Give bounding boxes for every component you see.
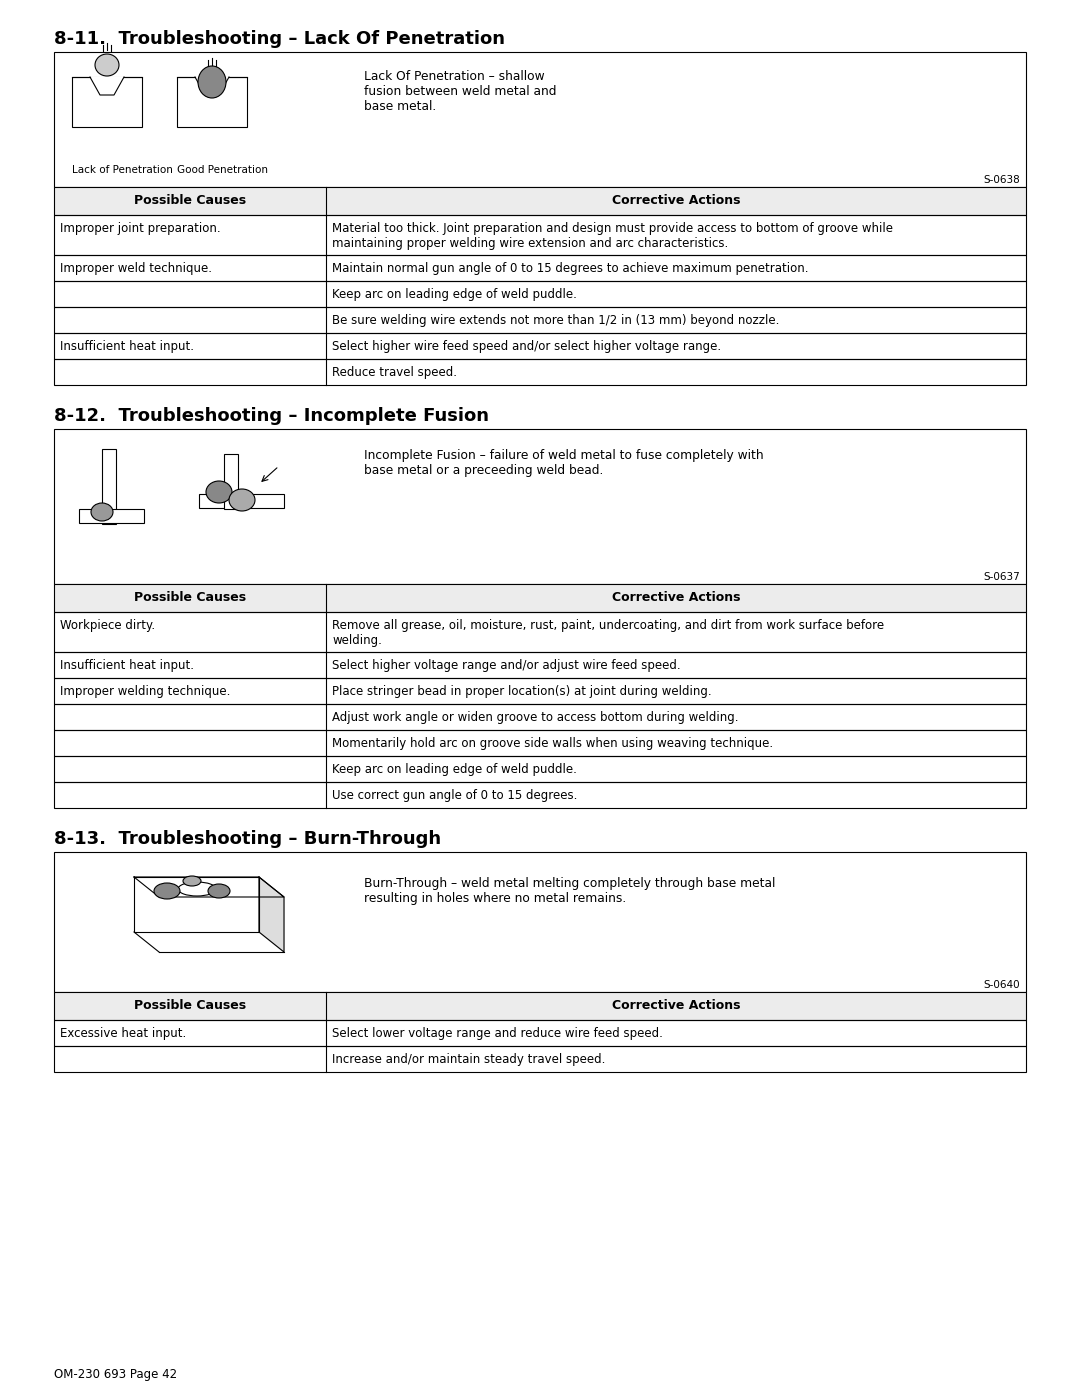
Text: Good Penetration: Good Penetration (177, 165, 268, 175)
Polygon shape (134, 877, 259, 932)
Polygon shape (90, 77, 124, 95)
Text: Keep arc on leading edge of weld puddle.: Keep arc on leading edge of weld puddle. (333, 288, 577, 300)
Ellipse shape (178, 882, 216, 895)
Text: Possible Causes: Possible Causes (134, 999, 246, 1011)
Text: Lack Of Penetration – shallow
fusion between weld metal and
base metal.: Lack Of Penetration – shallow fusion bet… (364, 70, 556, 113)
Bar (79, 509, 144, 522)
Text: Insufficient heat input.: Insufficient heat input. (60, 339, 194, 353)
Bar (54, 1046, 1026, 1071)
Text: Excessive heat input.: Excessive heat input. (60, 1027, 186, 1039)
Bar (54, 187, 1026, 215)
Bar (54, 652, 1026, 678)
Text: 8-12.  Troubleshooting – Incomplete Fusion: 8-12. Troubleshooting – Incomplete Fusio… (54, 407, 489, 425)
Bar (54, 992, 1026, 1020)
Bar (54, 281, 1026, 307)
Bar (199, 495, 284, 509)
Bar (54, 332, 1026, 359)
Text: Adjust work angle or widen groove to access bottom during welding.: Adjust work angle or widen groove to acc… (333, 711, 739, 724)
Text: Reduce travel speed.: Reduce travel speed. (333, 366, 457, 379)
Bar (54, 704, 1026, 731)
Text: Incomplete Fusion – failure of weld metal to fuse completely with
base metal or : Incomplete Fusion – failure of weld meta… (364, 448, 764, 476)
Ellipse shape (95, 54, 119, 75)
Text: Material too thick. Joint preparation and design must provide access to bottom o: Material too thick. Joint preparation an… (333, 222, 893, 250)
Bar (54, 256, 1026, 281)
Text: Corrective Actions: Corrective Actions (612, 999, 740, 1011)
Ellipse shape (208, 884, 230, 898)
Text: Improper weld technique.: Improper weld technique. (60, 263, 212, 275)
Bar (54, 359, 1026, 386)
Bar (54, 1020, 1026, 1046)
Text: Use correct gun angle of 0 to 15 degrees.: Use correct gun angle of 0 to 15 degrees… (333, 789, 578, 802)
Bar (224, 454, 238, 509)
Text: 8-13.  Troubleshooting – Burn-Through: 8-13. Troubleshooting – Burn-Through (54, 830, 441, 848)
Text: OM-230 693 Page 42: OM-230 693 Page 42 (54, 1368, 177, 1382)
Polygon shape (259, 877, 284, 951)
Polygon shape (134, 877, 284, 897)
Text: S-0637: S-0637 (983, 571, 1020, 583)
Text: Remove all grease, oil, moisture, rust, paint, undercoating, and dirt from work : Remove all grease, oil, moisture, rust, … (333, 619, 885, 647)
Ellipse shape (206, 481, 232, 503)
Text: Workpiece dirty.: Workpiece dirty. (60, 619, 156, 631)
Bar (72, 77, 141, 127)
Text: Place stringer bead in proper location(s) at joint during welding.: Place stringer bead in proper location(s… (333, 685, 712, 698)
Bar (54, 429, 1026, 584)
Ellipse shape (91, 503, 113, 521)
Bar (54, 852, 1026, 992)
Bar (54, 52, 1026, 187)
Text: Improper welding technique.: Improper welding technique. (60, 685, 230, 698)
Text: S-0640: S-0640 (984, 981, 1020, 990)
Bar (54, 731, 1026, 756)
Bar (54, 307, 1026, 332)
Ellipse shape (183, 876, 201, 886)
Text: Corrective Actions: Corrective Actions (612, 591, 740, 604)
Bar (54, 612, 1026, 652)
Text: Possible Causes: Possible Causes (134, 194, 246, 207)
Ellipse shape (154, 883, 180, 900)
Bar (177, 77, 247, 127)
Text: S-0638: S-0638 (983, 175, 1020, 184)
Text: Maintain normal gun angle of 0 to 15 degrees to achieve maximum penetration.: Maintain normal gun angle of 0 to 15 deg… (333, 263, 809, 275)
Text: Be sure welding wire extends not more than 1/2 in (13 mm) beyond nozzle.: Be sure welding wire extends not more th… (333, 314, 780, 327)
Text: Increase and/or maintain steady travel speed.: Increase and/or maintain steady travel s… (333, 1053, 606, 1066)
Text: Momentarily hold arc on groove side walls when using weaving technique.: Momentarily hold arc on groove side wall… (333, 738, 773, 750)
Text: Burn-Through – weld metal melting completely through base metal
resulting in hol: Burn-Through – weld metal melting comple… (364, 877, 775, 905)
Bar (54, 678, 1026, 704)
Text: Select higher wire feed speed and/or select higher voltage range.: Select higher wire feed speed and/or sel… (333, 339, 721, 353)
Polygon shape (195, 77, 229, 95)
Text: Lack of Penetration: Lack of Penetration (72, 165, 173, 175)
Text: 8-11.  Troubleshooting – Lack Of Penetration: 8-11. Troubleshooting – Lack Of Penetrat… (54, 29, 505, 47)
Bar (54, 215, 1026, 256)
Bar (54, 756, 1026, 782)
Text: Keep arc on leading edge of weld puddle.: Keep arc on leading edge of weld puddle. (333, 763, 577, 775)
Text: Corrective Actions: Corrective Actions (612, 194, 740, 207)
Bar (102, 448, 116, 524)
Text: Select lower voltage range and reduce wire feed speed.: Select lower voltage range and reduce wi… (333, 1027, 663, 1039)
Text: Select higher voltage range and/or adjust wire feed speed.: Select higher voltage range and/or adjus… (333, 659, 680, 672)
Bar (54, 782, 1026, 807)
Text: Insufficient heat input.: Insufficient heat input. (60, 659, 194, 672)
Ellipse shape (198, 66, 226, 98)
Text: Improper joint preparation.: Improper joint preparation. (60, 222, 220, 235)
Text: Possible Causes: Possible Causes (134, 591, 246, 604)
Ellipse shape (229, 489, 255, 511)
Bar (54, 584, 1026, 612)
